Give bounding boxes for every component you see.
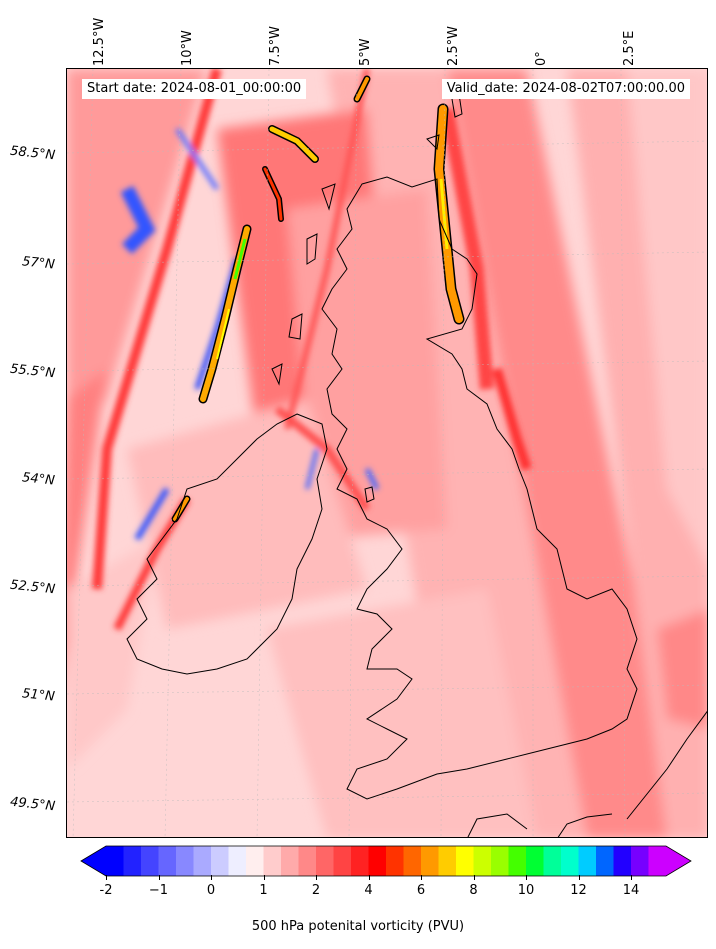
graticule xyxy=(67,69,707,837)
latitude-label: 51°N xyxy=(21,686,56,705)
colorbar-tick-label: 12 xyxy=(570,883,587,898)
colorbar-swatch xyxy=(596,846,614,876)
map-area xyxy=(66,68,708,838)
colorbar-tickmark xyxy=(106,875,107,880)
colorbar-swatch xyxy=(123,846,142,876)
colorbar-tick-label: 8 xyxy=(469,883,478,898)
colorbar-swatch xyxy=(473,846,492,876)
colorbar-swatch xyxy=(333,846,352,876)
colorbar-tick-label: 2 xyxy=(311,883,321,898)
colorbar-swatch xyxy=(316,846,334,876)
colorbar-swatch xyxy=(368,846,387,876)
latitude-label: 55.5°N xyxy=(9,361,56,382)
colorbar-tick-label: 1 xyxy=(259,883,268,898)
colorbar-tick-label: 4 xyxy=(364,883,373,898)
colorbar-swatch xyxy=(491,846,509,876)
colorbar-swatch xyxy=(263,846,282,876)
colorbar-tick-label: 6 xyxy=(416,883,426,898)
colorbar-tickmark xyxy=(158,875,160,880)
colorbar-swatches xyxy=(80,845,692,877)
colorbar-swatch xyxy=(281,846,299,876)
longitude-label: 10°W xyxy=(180,30,195,66)
colorbar-swatch xyxy=(193,846,212,876)
colorbar-swatch xyxy=(403,846,422,876)
colorbar-tick-label: 10 xyxy=(517,883,535,898)
colorbar-tickmark xyxy=(473,875,475,880)
colorbar-swatch xyxy=(351,846,369,876)
colorbar-swatch xyxy=(508,846,527,876)
colorbar-tick-label: −1 xyxy=(148,883,169,898)
colorbar-tick-label: 0 xyxy=(206,883,216,898)
colorbar xyxy=(80,845,692,877)
longitude-label: 2.5°E xyxy=(622,30,637,66)
colorbar-tickmark xyxy=(316,875,317,880)
colorbar-label: 500 hPa potenital vorticity (PVU) xyxy=(251,919,465,934)
colorbar-swatch xyxy=(298,846,317,876)
latitude-label: 49.5°N xyxy=(9,794,56,815)
coastlines xyxy=(126,93,707,837)
colorbar-swatch xyxy=(561,846,579,876)
colorbar-swatch xyxy=(648,846,667,876)
colorbar-tickmark xyxy=(211,875,212,880)
latitude-label: 52.5°N xyxy=(9,577,56,598)
colorbar-swatch xyxy=(613,846,632,876)
colorbar-extend-high xyxy=(666,846,691,876)
latitude-label: 57°N xyxy=(21,254,56,273)
valid-date-label: Valid_date: 2024-08-02T07:00:00.00 xyxy=(441,79,690,99)
colorbar-swatch xyxy=(578,846,597,876)
colorbar-swatch xyxy=(543,846,562,876)
colorbar-swatch xyxy=(228,846,247,876)
colorbar-tickmark xyxy=(368,875,370,880)
colorbar-tickmark xyxy=(631,875,632,880)
colorbar-swatch xyxy=(421,846,439,876)
colorbar-swatch xyxy=(526,846,544,876)
pv-field-map xyxy=(67,69,707,837)
longitude-label: 2.5°W xyxy=(446,25,461,66)
colorbar-tickmark xyxy=(526,875,527,880)
latitude-label: 58.5°N xyxy=(9,143,56,164)
colorbar-extend-low xyxy=(81,846,106,876)
longitude-label: 7.5°W xyxy=(268,25,283,66)
high-pv-filaments xyxy=(171,75,465,523)
colorbar-tickmark xyxy=(421,875,422,880)
colorbar-swatch xyxy=(176,846,194,876)
latitude-label: 54°N xyxy=(21,470,56,489)
longitude-label: 0° xyxy=(534,51,549,66)
start-date-label: Start date: 2024-08-01_00:00:00 xyxy=(82,79,307,99)
colorbar-swatch xyxy=(456,846,474,876)
colorbar-swatch xyxy=(106,846,124,876)
colorbar-swatch xyxy=(246,846,264,876)
longitude-label: 5°W xyxy=(358,38,373,66)
colorbar-tick-label: 14 xyxy=(622,883,640,898)
colorbar-swatch xyxy=(141,846,159,876)
colorbar-swatch xyxy=(211,846,229,876)
colorbar-swatch xyxy=(386,846,404,876)
longitude-label: 12.5°W xyxy=(92,17,107,66)
colorbar-tick-label: -2 xyxy=(99,883,113,898)
colorbar-tickmark xyxy=(263,875,265,880)
colorbar-swatch xyxy=(438,846,457,876)
colorbar-swatch xyxy=(631,846,649,876)
colorbar-tickmark xyxy=(578,875,580,880)
colorbar-swatch xyxy=(158,846,177,876)
